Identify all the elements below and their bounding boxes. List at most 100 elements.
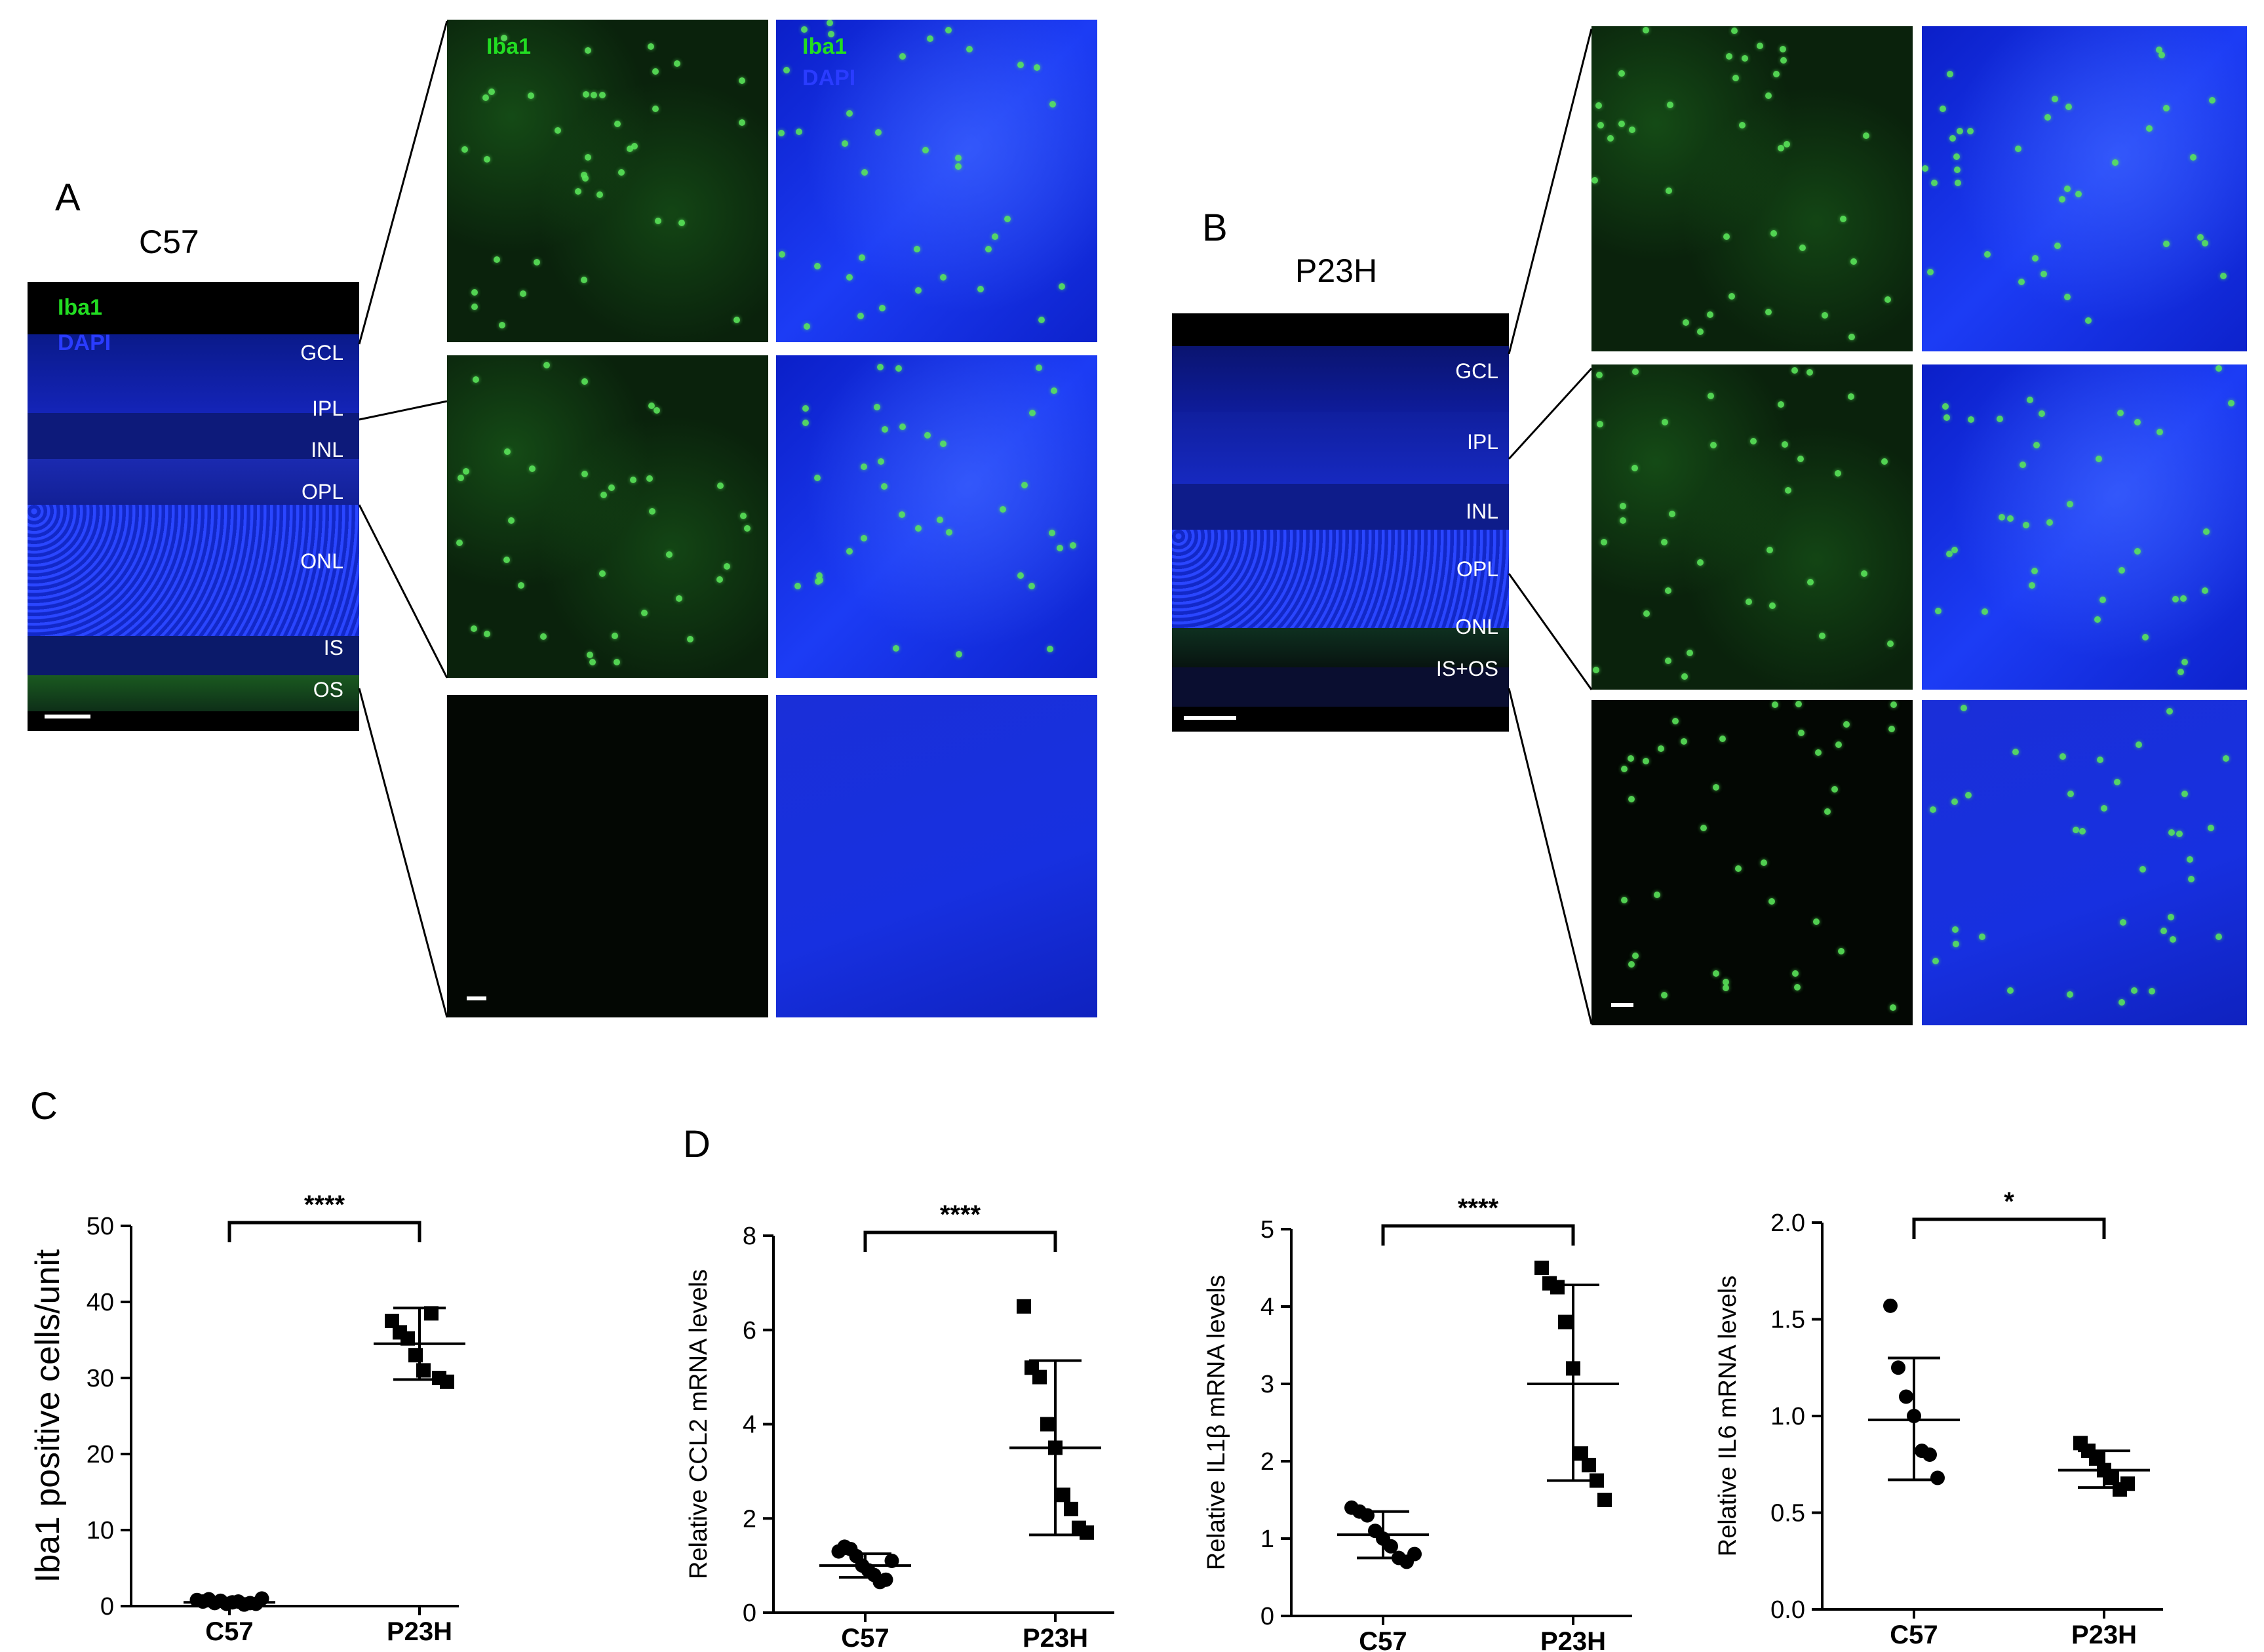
panel-letter-d: D (683, 1123, 711, 1166)
microglia-cell (2158, 52, 2165, 59)
y-tick-label: 40 (87, 1289, 114, 1316)
y-tick-label: 0 (743, 1600, 756, 1627)
microglia-cell (2196, 233, 2204, 241)
microglia-cell (1591, 176, 1599, 184)
microglia-cell (1772, 701, 1779, 708)
microglia-cell (2111, 159, 2118, 167)
microglia-cell (1681, 738, 1688, 745)
microglia-cell (827, 31, 834, 38)
microglia-cell (1697, 328, 1704, 335)
microglia-cell (584, 47, 591, 54)
microglia-cell (1784, 486, 1791, 494)
microglia-cell (1049, 100, 1057, 108)
microglia-cells (447, 20, 768, 342)
microglia-cell (2223, 755, 2230, 762)
microglia-cell (1945, 551, 1953, 558)
microglia-cell (673, 60, 680, 67)
data-point (1550, 1280, 1565, 1295)
channel-label-dapi: DAPI (802, 66, 856, 90)
y-tick-label: 20 (87, 1441, 114, 1468)
layer-label-inl: INL (311, 438, 343, 462)
data-point (1056, 1487, 1070, 1503)
microglia-cell (1735, 865, 1742, 873)
microglia-cell (846, 274, 853, 281)
microglia-cell (940, 274, 947, 281)
microglia-cell (922, 146, 929, 153)
microglia-cell (1943, 414, 1951, 422)
microglia-cell (966, 46, 973, 53)
microglia-cell (1979, 933, 1985, 940)
microglia-cell (2019, 462, 2026, 469)
data-point (1883, 1298, 1898, 1313)
microglia-cell (723, 562, 730, 570)
data-point (1407, 1546, 1422, 1562)
microglia-cell (1057, 545, 1064, 552)
microglia-cell (795, 128, 802, 136)
microglia-cell (2018, 278, 2025, 285)
microglia-cell (1929, 806, 1936, 814)
microglia-cell (652, 68, 659, 75)
microglia-cell (946, 529, 953, 536)
y-tick-label: 0 (100, 1593, 114, 1621)
microglia-cell (1768, 898, 1775, 905)
microglia-cell (1723, 978, 1730, 985)
microglia-cell (1631, 465, 1638, 472)
microglia-cell (1848, 393, 1855, 401)
y-tick-label: 2 (743, 1505, 756, 1533)
microglia-cell (826, 20, 833, 27)
microglia-cell (2118, 566, 2126, 574)
panel-letter-b: B (1202, 206, 1228, 249)
microglia-cell (914, 246, 921, 253)
microglia-cell (803, 323, 810, 330)
microglia-cell (915, 286, 922, 294)
microglia-cell (992, 233, 999, 241)
microglia-cell (503, 448, 511, 456)
microglia-cell (1600, 538, 1607, 545)
microglia-cell (456, 539, 463, 546)
microglia-cell (1947, 70, 1954, 77)
microglia-cell (1046, 646, 1053, 653)
microglia-cell (554, 127, 561, 134)
microglia-cells (1922, 364, 2247, 690)
layer-label-is: IS (323, 636, 343, 659)
microglia-cell (1942, 403, 1949, 410)
microglia-cell (1812, 918, 1820, 925)
microglia-cell (1618, 69, 1625, 77)
microglia-cell (1769, 602, 1776, 610)
microglia-cell (1664, 587, 1671, 595)
microglia-cell (1712, 970, 1719, 977)
channel-label-iba1: Iba1 (486, 34, 532, 59)
microglia-cell (2130, 987, 2137, 994)
microglia-cells (776, 355, 1097, 678)
microglia-cell (977, 286, 985, 293)
y-axis-label: Relative IL6 mRNA levels (1714, 1276, 1742, 1557)
microglia-cell (2063, 293, 2071, 300)
microglia-cell (1004, 216, 1011, 223)
microglia-cell (945, 27, 952, 34)
x-tick-label: P23H (1023, 1624, 1088, 1652)
microglia-cell (1957, 127, 1964, 134)
microglia-cell (494, 256, 501, 264)
microglia-cell (743, 525, 751, 532)
microglia-cell (1731, 27, 1738, 34)
microglia-cell (1838, 947, 1845, 954)
microglia-cell (2099, 597, 2107, 604)
microglia-cell (2059, 753, 2066, 760)
microglia-cell (1952, 926, 1959, 933)
layer-label-ipl: IPL (1466, 430, 1498, 454)
microglia-cell (2065, 104, 2073, 111)
microglia-cell (1036, 364, 1043, 371)
microglia-cell (1620, 897, 1628, 904)
microglia-cell (1806, 578, 1814, 585)
microglia-cell (895, 364, 902, 372)
microglia-cell (1059, 283, 1066, 290)
data-point (1574, 1446, 1588, 1461)
microglia-cell (1620, 517, 1627, 524)
microglia-cell (1983, 251, 1991, 258)
microglia-cell (2220, 273, 2227, 280)
microglia-cell (801, 26, 808, 33)
microglia-cell (2033, 442, 2040, 449)
microglia-cell (575, 188, 582, 195)
microglia-cell (2177, 668, 2185, 675)
microglia-cell (648, 403, 655, 410)
